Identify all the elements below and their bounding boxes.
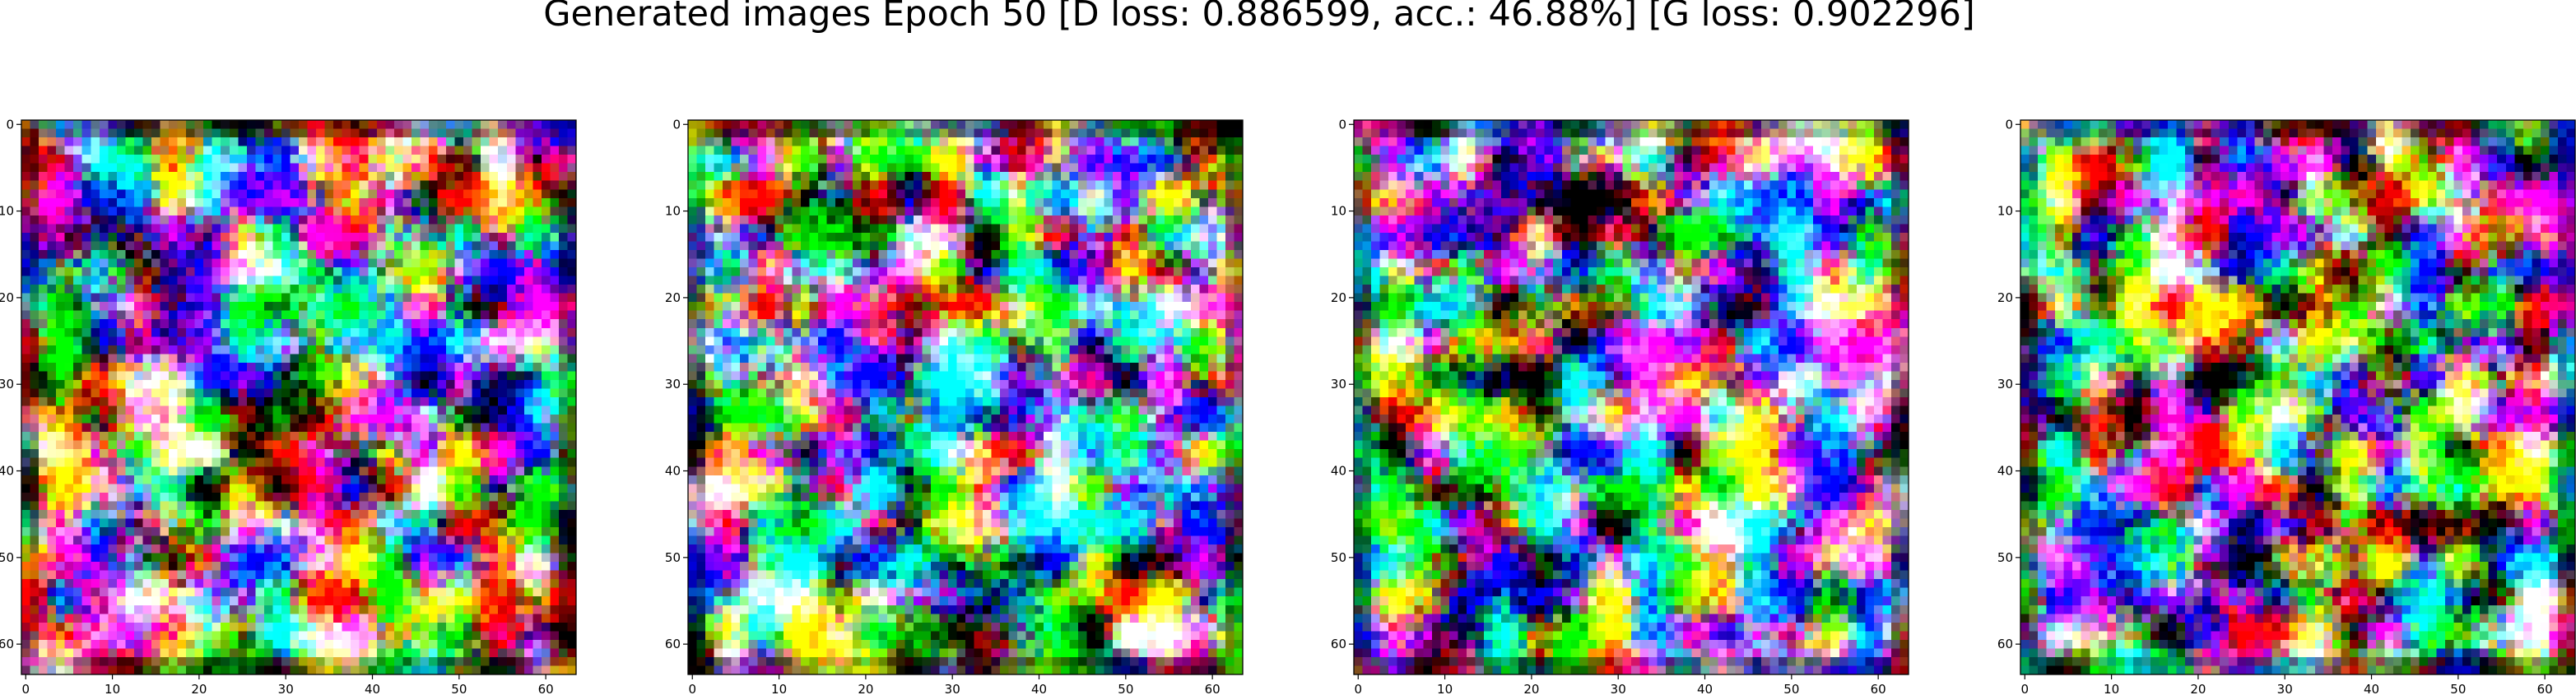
image-panel-4: 0 10 20 30 40 50 60 0 10 20 30 40 50 60 (1997, 117, 2576, 695)
y-tick-label: 60 (1331, 637, 1346, 651)
image-panel-2: 0 10 20 30 40 50 60 0 10 20 30 40 50 60 (665, 117, 1244, 695)
x-tick-label: 60 (1205, 682, 1221, 695)
image-panel-1: 0 10 20 30 40 50 60 0 10 20 30 40 50 60 (0, 117, 577, 695)
x-tick-label: 30 (1611, 682, 1626, 695)
x-tick-label: 40 (2364, 682, 2379, 695)
y-tick-label: 50 (665, 550, 681, 565)
x-tick-label: 40 (365, 682, 380, 695)
axes-frame (687, 119, 1244, 675)
y-tick-label: 10 (1997, 204, 2013, 219)
x-tick-label: 30 (278, 682, 294, 695)
generated-image-3 (1354, 120, 1909, 674)
x-tick-label: 10 (771, 682, 787, 695)
y-tick-label: 20 (665, 290, 681, 305)
x-tick-label: 0 (2020, 682, 2029, 695)
y-tick-label: 10 (0, 204, 14, 219)
y-tick-label: 60 (0, 637, 14, 651)
x-tick-label: 30 (945, 682, 960, 695)
x-tick-label: 40 (1031, 682, 1047, 695)
x-tick-label: 0 (688, 682, 696, 695)
x-tick-label: 60 (538, 682, 554, 695)
y-tick-label: 30 (1331, 377, 1346, 392)
y-tick-label: 20 (1997, 290, 2013, 305)
x-tick-label: 30 (2277, 682, 2293, 695)
x-tick-label: 50 (1118, 682, 1133, 695)
x-tick-label: 20 (858, 682, 873, 695)
x-tick-label: 20 (191, 682, 207, 695)
y-tick-label: 40 (1997, 464, 2013, 479)
y-tick-label: 50 (1331, 550, 1346, 565)
y-tick-label: 40 (665, 464, 681, 479)
y-tick-label: 50 (0, 550, 14, 565)
x-tick-label: 40 (1697, 682, 1713, 695)
y-tick-label: 20 (0, 290, 14, 305)
y-tick-label: 20 (1331, 290, 1346, 305)
axes-frame (2020, 119, 2576, 675)
x-tick-label: 0 (1354, 682, 1362, 695)
generated-image-2 (688, 120, 1243, 674)
y-tick-label: 60 (1997, 637, 2013, 651)
y-tick-label: 30 (1997, 377, 2013, 392)
y-tick-label: 10 (665, 204, 681, 219)
x-tick-label: 50 (2450, 682, 2466, 695)
x-tick-label: 60 (1871, 682, 1886, 695)
x-tick-label: 10 (1437, 682, 1453, 695)
y-tick-label: 0 (672, 117, 681, 132)
x-tick-label: 20 (1523, 682, 1539, 695)
figure-suptitle: Generated images Epoch 50 [D loss: 0.886… (543, 0, 1975, 35)
y-tick-label: 60 (665, 637, 681, 651)
y-tick-label: 30 (665, 377, 681, 392)
x-tick-label: 50 (451, 682, 467, 695)
generated-image-4 (2020, 120, 2575, 674)
axes-frame (1353, 119, 1909, 675)
y-tick-label: 0 (6, 117, 14, 132)
y-tick-label: 40 (0, 464, 14, 479)
y-tick-label: 0 (1338, 117, 1346, 132)
y-tick-label: 50 (1997, 550, 2013, 565)
x-tick-label: 0 (21, 682, 30, 695)
x-tick-label: 60 (2537, 682, 2553, 695)
axes-frame (21, 119, 577, 675)
generated-image-1 (21, 120, 576, 674)
y-tick-label: 30 (0, 377, 14, 392)
x-tick-label: 50 (1783, 682, 1799, 695)
x-tick-label: 10 (2104, 682, 2119, 695)
y-tick-label: 10 (1331, 204, 1346, 219)
x-tick-label: 10 (105, 682, 120, 695)
y-tick-label: 40 (1331, 464, 1346, 479)
image-panel-3: 0 10 20 30 40 50 60 0 10 20 30 40 50 60 (1331, 117, 1909, 695)
x-tick-label: 20 (2190, 682, 2206, 695)
y-tick-label: 0 (2005, 117, 2013, 132)
